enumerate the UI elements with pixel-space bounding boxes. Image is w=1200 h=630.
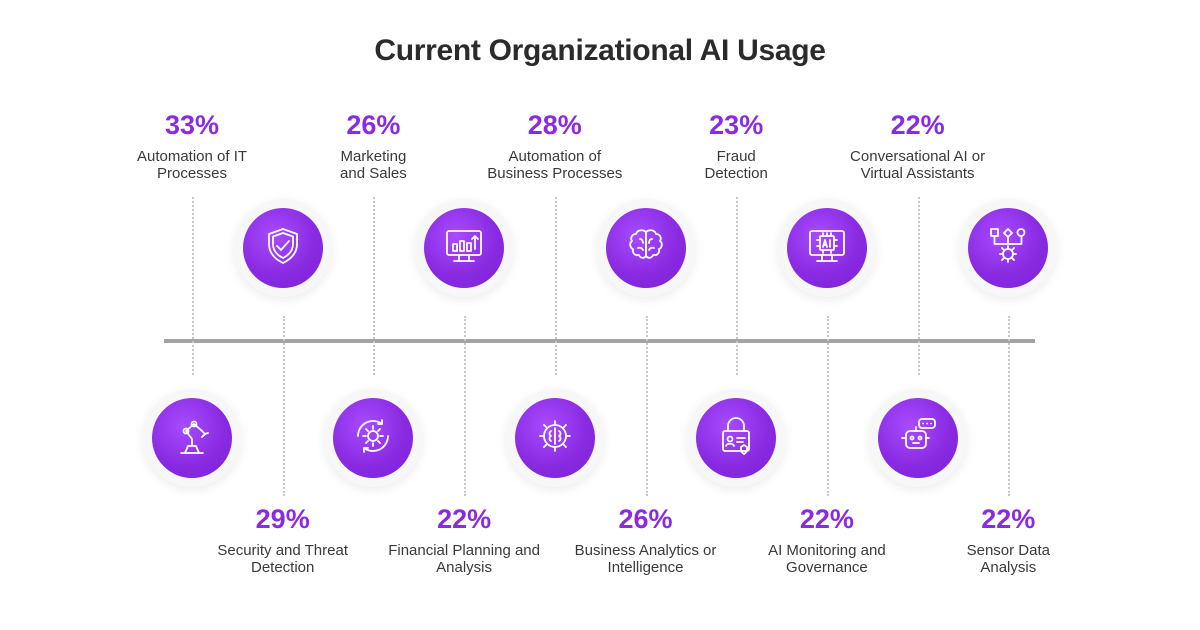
gear-cycle-icon bbox=[348, 411, 398, 466]
data-label-value: 29% bbox=[255, 504, 310, 534]
data-label-value: 23% bbox=[709, 110, 764, 140]
chatbot-icon bbox=[893, 411, 943, 466]
connector-line bbox=[464, 316, 467, 496]
icon-badge bbox=[877, 398, 958, 478]
shield-check-icon bbox=[258, 221, 308, 276]
icon-badge bbox=[696, 398, 777, 478]
connector-line bbox=[282, 316, 285, 496]
category-label: Conversational AI or Virtual Assistants bbox=[850, 148, 986, 182]
ai-monitor-icon bbox=[802, 221, 852, 276]
icon-circle bbox=[233, 199, 332, 297]
data-label-value: 22% bbox=[981, 504, 1036, 534]
gear-brain-icon bbox=[530, 411, 580, 466]
connector-line bbox=[917, 197, 920, 375]
category-label: Fraud Detection bbox=[704, 148, 768, 182]
connector-line bbox=[826, 316, 829, 496]
connector-line bbox=[373, 197, 376, 375]
flow-gear-icon bbox=[983, 221, 1033, 276]
lock-id-icon bbox=[711, 411, 761, 466]
data-label-value: 26% bbox=[618, 504, 673, 534]
robot-arm-icon bbox=[167, 411, 217, 466]
category-label: Automation of IT Processes bbox=[136, 148, 248, 182]
data-label-value: 22% bbox=[890, 110, 945, 140]
chart-title: Current Organizational AI Usage bbox=[374, 34, 826, 67]
icon-circle bbox=[687, 389, 786, 487]
icon-badge bbox=[152, 398, 232, 478]
connector-line bbox=[1008, 316, 1011, 496]
connector-line bbox=[736, 197, 739, 375]
icon-circle bbox=[959, 199, 1058, 297]
category-label: Sensor Data Analysis bbox=[966, 542, 1050, 576]
icon-circle bbox=[505, 389, 604, 487]
icon-badge bbox=[424, 208, 505, 288]
data-label-value: 33% bbox=[164, 110, 220, 140]
data-label-value: 28% bbox=[527, 110, 582, 140]
icon-circle bbox=[324, 389, 423, 487]
category-label: Financial Planning and Analysis bbox=[388, 542, 540, 576]
icon-circle bbox=[143, 389, 241, 487]
data-label-value: 22% bbox=[799, 504, 854, 534]
icon-badge bbox=[514, 398, 595, 478]
icon-badge bbox=[786, 208, 867, 288]
category-label: AI Monitoring and Governance bbox=[768, 542, 886, 576]
connector-line bbox=[645, 316, 648, 496]
icon-circle bbox=[415, 199, 514, 297]
category-label: Business Analytics or Intelligence bbox=[574, 542, 717, 576]
brain-icon bbox=[621, 221, 671, 276]
category-label: Security and Threat Detection bbox=[217, 542, 348, 576]
icon-circle bbox=[777, 199, 876, 297]
data-label-value: 26% bbox=[346, 110, 401, 140]
icon-badge bbox=[968, 208, 1049, 288]
connector-line bbox=[192, 197, 194, 375]
icon-badge bbox=[242, 208, 323, 288]
data-label-value: 22% bbox=[437, 504, 492, 534]
connector-line bbox=[554, 197, 557, 375]
monitor-chart-icon bbox=[439, 221, 489, 276]
icon-badge bbox=[333, 398, 414, 478]
icon-circle bbox=[596, 199, 695, 297]
timeline-axis bbox=[164, 339, 1035, 343]
category-label: Marketing and Sales bbox=[340, 148, 407, 182]
icon-badge bbox=[605, 208, 686, 288]
category-label: Automation of Business Processes bbox=[487, 148, 623, 182]
icon-circle bbox=[868, 389, 967, 487]
